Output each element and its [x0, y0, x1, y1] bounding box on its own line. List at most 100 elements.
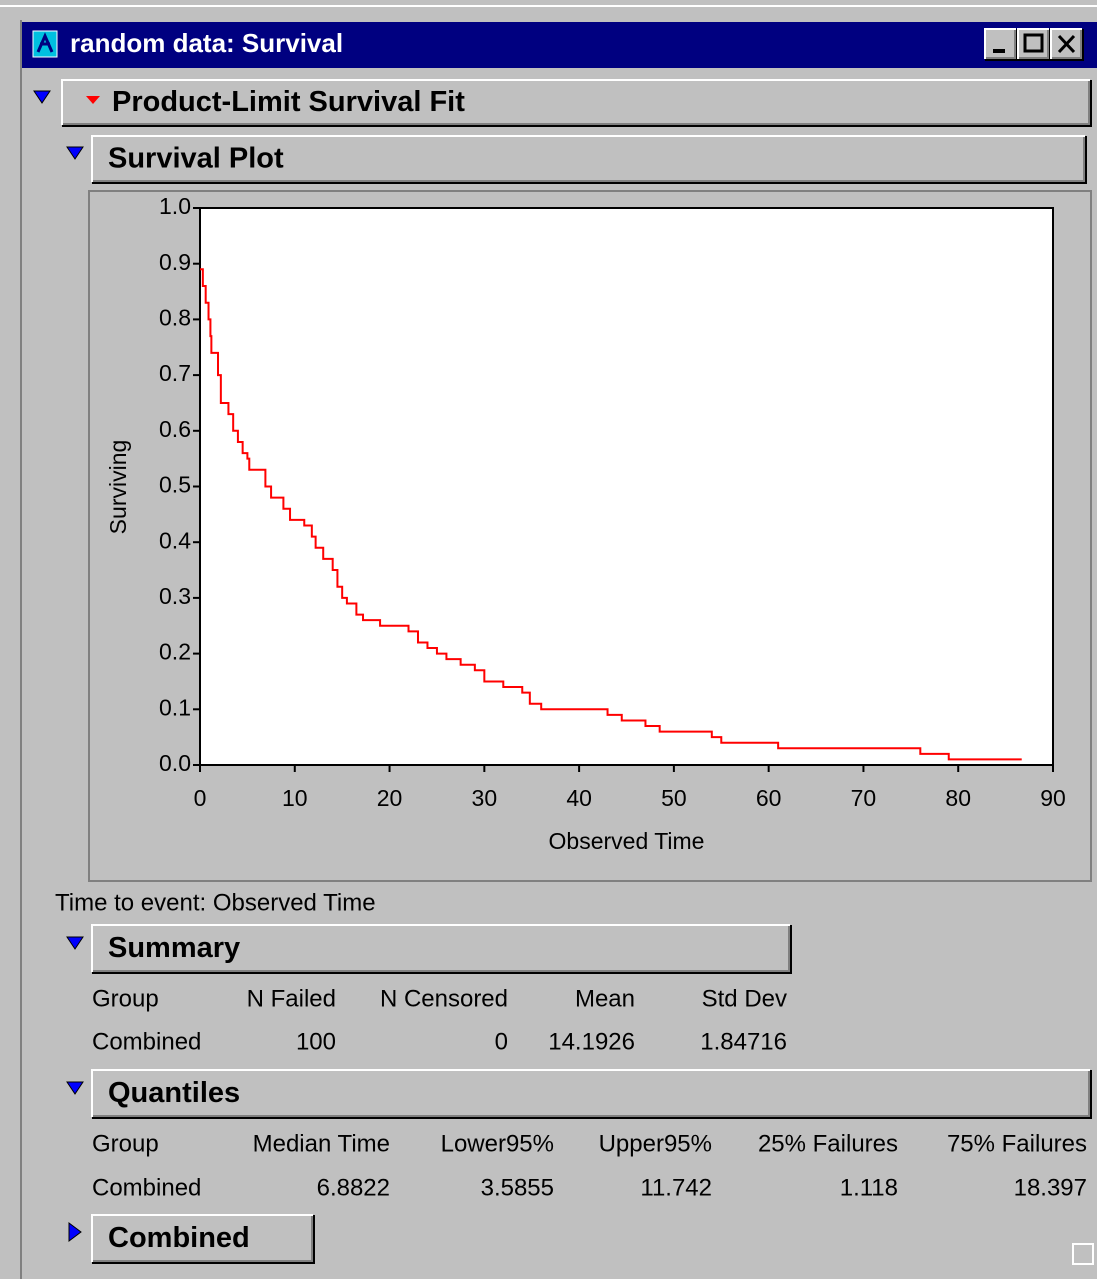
- column-header: 25% Failures: [758, 1130, 898, 1157]
- resize-box: [1072, 1243, 1094, 1265]
- maximize-glyph: [1023, 33, 1044, 53]
- close-button-shadow: [1052, 30, 1082, 59]
- column-header: N Censored: [380, 985, 508, 1012]
- y-tick-label: 0.4: [159, 527, 191, 553]
- outline-header-light: [91, 1214, 313, 1262]
- column-header: N Failed: [247, 985, 336, 1012]
- outline-header-shadow: [93, 1071, 1090, 1117]
- outline-header[interactable]: [61, 79, 1092, 127]
- outline-header-edge: [92, 1215, 315, 1264]
- outline-header-light: [91, 1069, 1090, 1117]
- y-tick-label: 0.6: [159, 416, 191, 442]
- close-glyph: [1057, 34, 1076, 54]
- x-tick-label: 60: [756, 785, 782, 811]
- window-buttons: [984, 28, 1084, 61]
- disclosure-icon[interactable]: [66, 1081, 84, 1095]
- column-header: Lower95%: [441, 1130, 554, 1157]
- maximize-button-shadow: [1019, 30, 1049, 59]
- x-tick-label: 40: [566, 785, 592, 811]
- column-header: Std Dev: [702, 985, 787, 1012]
- x-tick-label: 10: [282, 785, 308, 811]
- disclosure-icon[interactable]: [68, 1222, 82, 1242]
- y-tick-label: 1.0: [159, 193, 191, 219]
- column-header: Group: [92, 1130, 159, 1157]
- minimize-button-shadow: [986, 30, 1016, 59]
- outline-header[interactable]: [91, 924, 792, 974]
- x-tick-label: 80: [945, 785, 971, 811]
- column-header: Upper95%: [599, 1130, 712, 1157]
- outline-header-face: [92, 1070, 1090, 1117]
- column-header: 75% Failures: [947, 1130, 1087, 1157]
- table-cell: 100: [296, 1028, 336, 1055]
- outline-header-shadow: [93, 1216, 313, 1262]
- y-tick-label: 0.9: [159, 249, 191, 275]
- column-header: Mean: [575, 985, 635, 1012]
- table-cell: 14.1926: [548, 1028, 635, 1055]
- outline-header[interactable]: [91, 1069, 1092, 1119]
- note: Time to event: Observed Time: [55, 889, 376, 916]
- minimize-button-light: [984, 28, 1016, 59]
- outline-header-edge: [92, 925, 792, 974]
- outline-header-face: [92, 136, 1085, 182]
- table-cell: 18.397: [1014, 1174, 1087, 1201]
- outline-title: Survival Plot: [108, 143, 284, 175]
- outline-title: Combined: [108, 1222, 250, 1254]
- x-tick-label: 30: [472, 785, 498, 811]
- outline-header-light: [91, 924, 790, 972]
- outline-header-edge: [92, 1070, 1092, 1119]
- x-tick-label: 20: [377, 785, 403, 811]
- outline-header-edge: [62, 80, 1092, 127]
- outline-header-face: [92, 925, 790, 972]
- table-cell: 1.118: [840, 1174, 898, 1201]
- close-button-light: [1050, 28, 1082, 59]
- y-tick-label: 0.0: [159, 750, 191, 776]
- table-cell: 11.742: [640, 1174, 712, 1201]
- outline-title: Summary: [108, 932, 240, 964]
- table-cell: 3.5855: [481, 1174, 554, 1201]
- table-cell: 0: [495, 1028, 508, 1055]
- x-tick-label: 0: [194, 785, 207, 811]
- outline-title: Quantiles: [108, 1077, 240, 1109]
- table-cell: 1.84716: [700, 1028, 787, 1055]
- title-bar: [22, 22, 1097, 68]
- minimize-button-face: [985, 29, 1016, 59]
- disclosure-icon[interactable]: [66, 936, 84, 950]
- content: Product-Limit Survival Fit Survival Plot 0…: [33, 79, 1094, 1265]
- disclosure-icon[interactable]: [66, 146, 84, 160]
- plot-area: [199, 207, 1054, 766]
- app-icon-glyph: [36, 32, 54, 53]
- outline-header-shadow: [93, 926, 790, 972]
- outline-title: Product-Limit Survival Fit: [112, 86, 465, 118]
- outline-header-shadow: [63, 81, 1090, 125]
- y-tick-label: 0.8: [159, 304, 191, 330]
- minimize-glyph: [993, 49, 1005, 53]
- outline-header-shadow: [93, 137, 1085, 182]
- y-tick-label: 0.7: [159, 360, 191, 386]
- disclosure-icon[interactable]: [33, 90, 51, 104]
- minimize-button[interactable]: [984, 28, 1018, 61]
- outline-header-edge: [92, 136, 1087, 184]
- y-tick-label: 0.1: [159, 694, 191, 720]
- maximize-button-light: [1017, 28, 1049, 59]
- x-tick-label: 70: [851, 785, 877, 811]
- outline-header-face: [62, 80, 1090, 125]
- y-tick-label: 0.3: [159, 583, 191, 609]
- outline-header[interactable]: [91, 1214, 315, 1264]
- column-header: Group: [92, 985, 159, 1012]
- window-title: random data: Survival: [70, 28, 343, 58]
- close-button-edge: [1051, 29, 1084, 61]
- y-tick-label: 0.5: [159, 472, 191, 498]
- outline-header-face: [92, 1215, 313, 1262]
- survival-curve: [200, 268, 1022, 761]
- outline-header-light: [91, 135, 1085, 182]
- table-cell: Combined: [92, 1174, 201, 1201]
- x-tick-label: 50: [661, 785, 687, 811]
- x-axis-label: Observed Time: [549, 828, 705, 854]
- outline-header-light: [61, 79, 1090, 125]
- y-axis-label: Surviving: [105, 440, 131, 535]
- popup-menu-icon[interactable]: [86, 96, 100, 104]
- outline-header[interactable]: [91, 135, 1087, 184]
- x-tick-label: 90: [1040, 785, 1066, 811]
- table-cell: Combined: [92, 1028, 201, 1055]
